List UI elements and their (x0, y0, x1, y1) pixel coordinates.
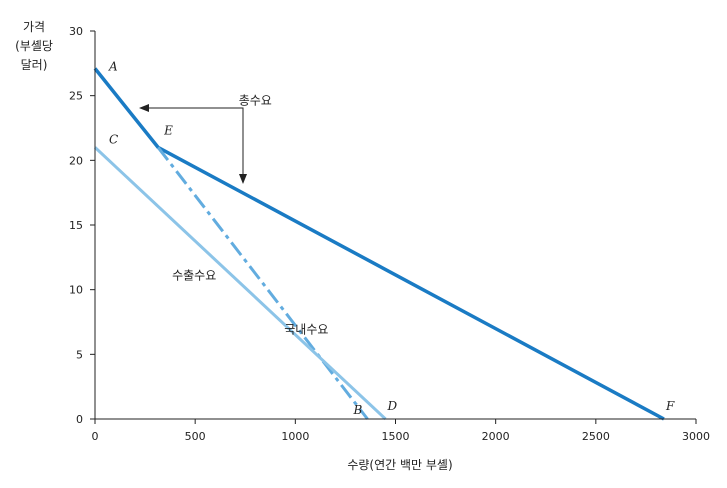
series-layer (93, 67, 665, 421)
series-line-국내수요 (156, 146, 369, 420)
annotation-수출수요: 수출수요 (172, 268, 216, 282)
series-line-수출수요 (93, 146, 387, 421)
y-tick-label-25: 25 (69, 90, 83, 103)
point-label-C: C (109, 132, 118, 146)
annotation-국내수요: 국내수요 (284, 323, 328, 337)
series-line-총수요 (93, 67, 665, 421)
y-tick-label-30: 30 (69, 25, 83, 38)
point-label-B: B (352, 403, 362, 417)
y-axis-title: 가격 (부셸당 달러) (15, 20, 53, 72)
y-axis-title-line-3: 달러) (21, 58, 48, 72)
x-tick-label-3000: 3000 (682, 430, 710, 443)
x-tick-label-0: 0 (92, 430, 99, 443)
point-label-D: D (386, 399, 397, 413)
point-label-E: E (163, 123, 173, 137)
ticks: 0 500 1000 1500 2000 2500 3000 0 5 10 15 20 25 30 (69, 25, 710, 443)
total-demand-pointer-arrows (139, 104, 247, 184)
y-tick-label-20: 20 (69, 154, 83, 167)
x-tick-label-500: 500 (185, 430, 206, 443)
x-tick-label-1500: 1500 (382, 430, 410, 443)
point-label-F: F (665, 399, 675, 413)
y-axis-title-line-2: (부셸당 (15, 39, 53, 53)
y-axis-title-line-1: 가격 (23, 20, 45, 34)
annotation-총수요: 총수요 (239, 94, 272, 108)
arrow-to-total-demand-upper (139, 104, 244, 112)
x-axis-title: 수량(연간 백만 부셸) (347, 458, 452, 472)
y-tick-label-10: 10 (69, 284, 83, 297)
y-tick-label-15: 15 (69, 219, 83, 232)
x-tick-label-1000: 1000 (281, 430, 309, 443)
axes (94, 31, 696, 420)
x-tick-label-2000: 2000 (482, 430, 510, 443)
y-tick-label-5: 5 (76, 348, 83, 361)
point-labels: A C E B D F (108, 60, 675, 417)
y-tick-label-0: 0 (76, 413, 83, 426)
point-label-A: A (108, 60, 118, 74)
x-tick-label-2500: 2500 (582, 430, 610, 443)
